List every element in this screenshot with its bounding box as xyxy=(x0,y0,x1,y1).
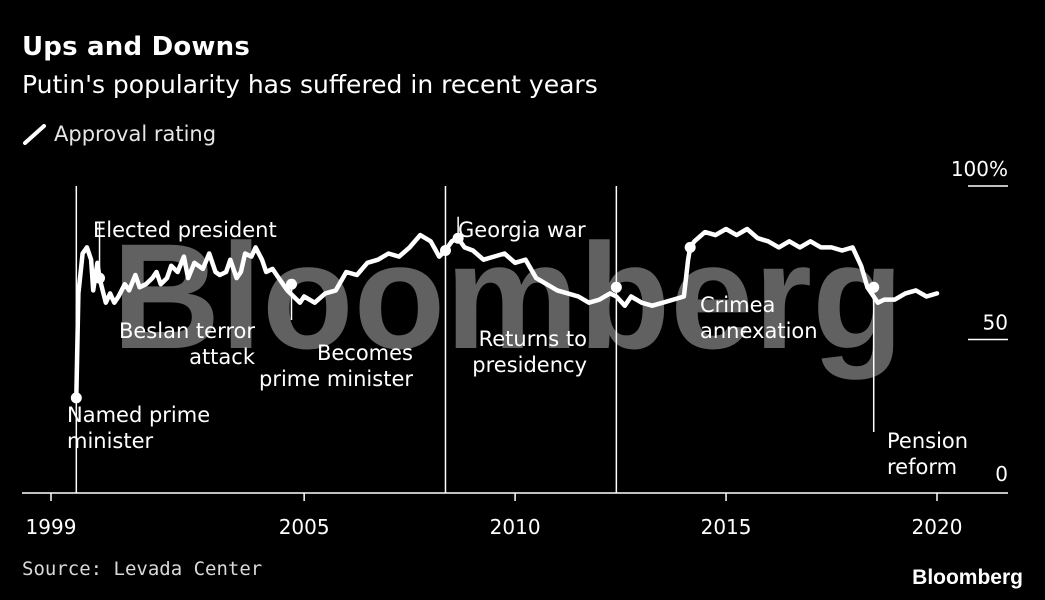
annotation-label: Named prime minister xyxy=(67,403,210,453)
annotation-label: Becomes prime minister xyxy=(259,341,413,391)
annotation-label-line: Named prime xyxy=(67,403,210,427)
chart-title: Ups and Downs xyxy=(22,32,251,62)
annotation-label-line: presidency xyxy=(472,353,587,377)
annotation-point xyxy=(285,278,297,290)
annotation-label-line: minister xyxy=(67,429,154,453)
annotation-label-line: Georgia war xyxy=(458,218,586,242)
y-tick-label: 50 xyxy=(983,311,1008,335)
annotation-point xyxy=(684,241,696,253)
annotation-point xyxy=(70,392,82,404)
annotation-label-line: Elected president xyxy=(93,218,277,242)
annotation-point xyxy=(439,244,451,256)
chart-subtitle: Putin's popularity has suffered in recen… xyxy=(22,70,598,99)
annotation-label-line: Crimea xyxy=(700,293,775,317)
y-tick-label: 0 xyxy=(995,462,1008,486)
annotation-label: Georgia war xyxy=(458,218,586,242)
watermark: Bloomberg xyxy=(112,212,904,380)
annotation-label: Returns to presidency xyxy=(472,327,587,377)
annotation-label-line: reform xyxy=(887,455,957,479)
x-tick-label: 1999 xyxy=(26,515,77,539)
annotation-label: Crimea annexation xyxy=(700,293,818,343)
x-tick-label: 2015 xyxy=(701,515,752,539)
legend: Approval rating xyxy=(22,122,216,146)
y-tick-label: 100% xyxy=(951,157,1008,181)
annotation-label-line: Becomes xyxy=(317,341,413,365)
annotation-label-line: Beslan terror xyxy=(119,319,255,343)
x-tick-label: 2010 xyxy=(490,515,541,539)
annotation-label-line: Pension xyxy=(887,429,968,453)
annotation-label-line: annexation xyxy=(700,319,818,343)
bloomberg-logo: Bloomberg xyxy=(912,566,1023,589)
source-note: Source: Levada Center xyxy=(22,558,263,580)
annotation-label: Beslan terror attack xyxy=(119,319,256,369)
annotation-point xyxy=(868,281,880,293)
annotation-label: Elected president xyxy=(93,218,277,242)
legend-label: Approval rating xyxy=(54,122,217,146)
annotation-point xyxy=(610,281,622,293)
annotation-label: Pension reform xyxy=(887,429,968,479)
annotation-point xyxy=(94,272,106,284)
annotation-label-line: Returns to xyxy=(479,327,587,351)
approval-rating-line xyxy=(74,226,940,401)
annotation-point xyxy=(452,232,464,244)
line-swatch-icon xyxy=(22,123,48,145)
annotation-label-line: prime minister xyxy=(259,367,413,391)
annotation-label-line: attack xyxy=(189,345,256,369)
x-tick-label: 2020 xyxy=(912,515,963,539)
x-tick-label: 2005 xyxy=(279,515,330,539)
